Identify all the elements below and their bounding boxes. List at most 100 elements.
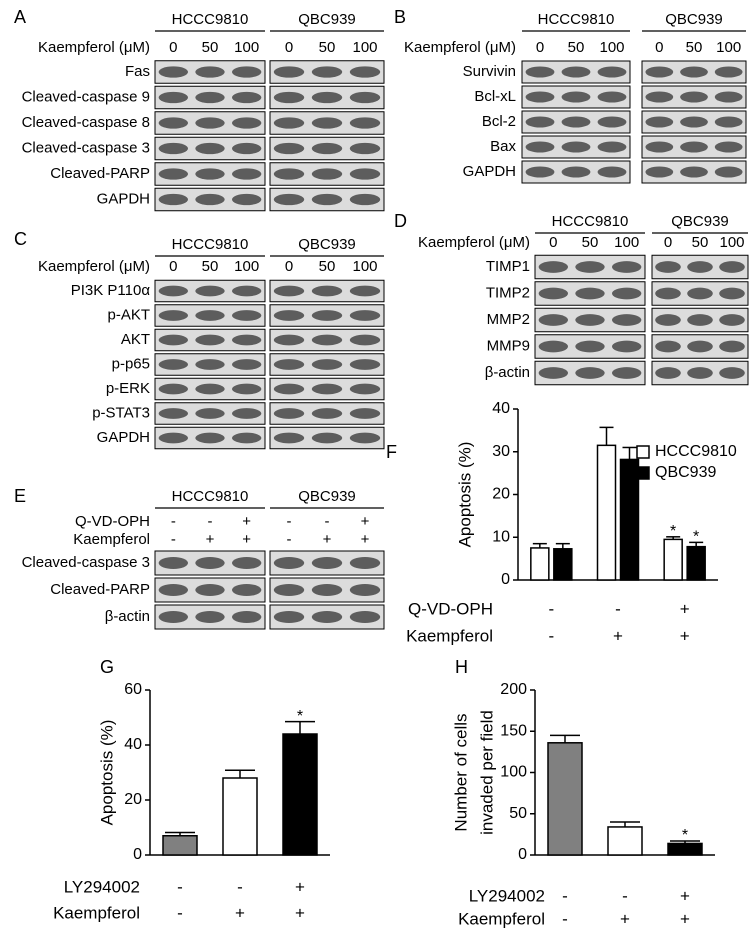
condition-label: Kaempferol	[406, 626, 493, 645]
y-tick-label: 200	[500, 681, 527, 698]
blot-band	[714, 91, 743, 103]
blot-band	[158, 91, 188, 104]
blot-band	[719, 314, 745, 326]
condition-sign: -	[548, 626, 554, 645]
blot-band	[195, 310, 225, 321]
bar	[530, 547, 550, 581]
blot-band	[311, 285, 343, 297]
lane-label: 0	[655, 39, 663, 56]
blot-band	[597, 141, 627, 153]
condition-sign: -	[615, 599, 621, 618]
protein-label: p-ERK	[106, 380, 150, 397]
y-tick-label: 100	[500, 764, 527, 781]
protein-label: Fas	[125, 63, 150, 80]
blot-band	[597, 166, 627, 178]
blot-band	[645, 91, 674, 103]
significance-mark: *	[670, 523, 676, 540]
blot-band	[349, 66, 381, 78]
blot-band	[195, 383, 225, 395]
blot-band	[349, 408, 381, 419]
blot-band	[655, 314, 681, 326]
blot-band	[719, 340, 745, 353]
panel-label: F	[386, 442, 397, 462]
blot-band	[349, 334, 381, 346]
blot-band	[311, 310, 343, 321]
blot-band	[714, 166, 743, 178]
y-tick-label: 20	[492, 486, 510, 503]
blot-band	[195, 285, 225, 297]
blot-band	[158, 432, 188, 444]
lane-label: +	[206, 531, 215, 548]
treatment-label: Kaempferol (μM)	[404, 39, 516, 56]
blot-band	[273, 383, 305, 395]
lane-label: 0	[285, 258, 293, 275]
blot-band	[687, 287, 713, 300]
blot-band	[158, 66, 188, 78]
cell-line-label: HCCC9810	[172, 236, 249, 253]
cell-line-label: HCCC9810	[172, 488, 249, 505]
blot-band	[538, 367, 568, 379]
lane-label: +	[242, 531, 251, 548]
treatment-label: Q-VD-OPH	[75, 513, 150, 530]
blot-band	[538, 340, 568, 353]
condition-sign: -	[177, 877, 183, 896]
bar	[222, 777, 258, 856]
protein-label: Cleaved-PARP	[50, 581, 150, 598]
blot-band	[232, 91, 262, 104]
panel-label: B	[394, 7, 406, 27]
blot-band	[612, 340, 642, 353]
blot-band	[680, 141, 708, 153]
protein-label: Bax	[490, 138, 516, 155]
y-tick-label: 10	[492, 528, 510, 545]
blot-band	[273, 408, 305, 419]
cell-line-label: QBC939	[298, 488, 356, 505]
protein-label: Cleaved-caspase 3	[22, 139, 150, 156]
y-tick-label: 40	[124, 736, 142, 753]
lane-label: 50	[319, 258, 336, 275]
blot-band	[680, 166, 708, 178]
blot-band	[158, 142, 188, 155]
blot-band	[158, 611, 188, 623]
blot-band	[561, 91, 591, 103]
blot-band	[273, 285, 305, 297]
blot-band	[612, 367, 642, 379]
blot-band	[575, 367, 605, 379]
blot-band	[232, 117, 262, 129]
treatment-label: Kaempferol (μM)	[418, 234, 530, 251]
bar	[663, 538, 683, 581]
blot-band	[525, 166, 555, 178]
lane-label: -	[287, 531, 292, 548]
lane-label: 50	[319, 39, 336, 56]
legend-label: HCCC9810	[655, 443, 737, 460]
blot-band	[232, 584, 262, 596]
blot-band	[714, 116, 743, 128]
blot-band	[525, 141, 555, 153]
blot-band	[273, 584, 305, 596]
bar	[553, 548, 573, 581]
blot-band	[538, 314, 568, 326]
protein-label: Cleaved-caspase 8	[22, 114, 150, 131]
condition-sign: -	[548, 599, 554, 618]
protein-label: Survivin	[463, 63, 516, 80]
blot-band	[158, 334, 188, 346]
lane-label: -	[287, 513, 292, 530]
blot-band	[195, 408, 225, 419]
blot-band	[232, 310, 262, 321]
blot-band	[612, 314, 642, 326]
blot-band	[158, 168, 188, 180]
blot-band	[612, 287, 642, 300]
blot-band	[311, 359, 343, 370]
condition-sign: -	[237, 877, 243, 896]
blot-band	[158, 117, 188, 129]
blot-band	[680, 116, 708, 128]
protein-label: Cleaved-PARP	[50, 165, 150, 182]
blot-band	[311, 408, 343, 419]
condition-label: Kaempferol	[53, 903, 140, 922]
significance-mark: *	[682, 827, 688, 844]
lane-label: -	[208, 513, 213, 530]
lane-label: 0	[169, 258, 177, 275]
condition-sign: +	[235, 903, 245, 922]
cell-line-label: QBC939	[298, 236, 356, 253]
blot-band	[273, 310, 305, 321]
